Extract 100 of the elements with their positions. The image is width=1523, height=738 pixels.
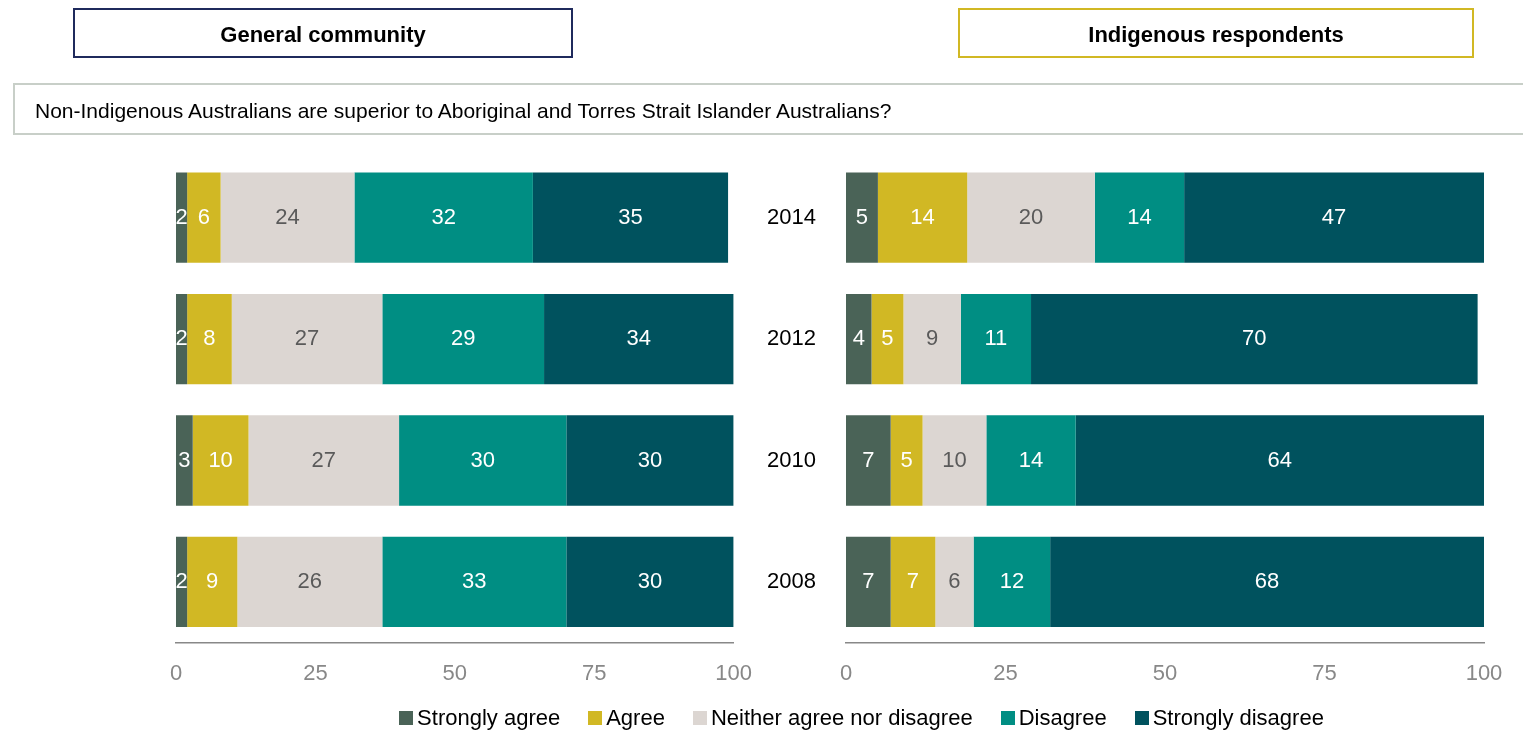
x-tick-label: 75	[1312, 659, 1337, 685]
y-tick-label: 2010	[767, 446, 816, 472]
x-tick-label: 100	[1465, 659, 1503, 685]
data-label: 8	[203, 325, 216, 351]
data-label: 64	[1267, 446, 1293, 472]
data-label: 24	[275, 203, 300, 229]
data-label: 68	[1254, 567, 1280, 593]
bar	[187, 536, 238, 628]
data-label: 27	[294, 325, 320, 351]
data-label: 2	[175, 203, 188, 229]
bar	[566, 536, 734, 628]
chart-title: Indigenous respondents	[958, 8, 1474, 58]
bar	[1075, 415, 1484, 506]
data-label: 5	[855, 203, 869, 229]
bar	[1031, 293, 1478, 385]
x-tick-label: 0	[839, 659, 853, 685]
bar	[248, 415, 400, 506]
bar	[237, 536, 383, 628]
bar	[890, 415, 923, 506]
bar	[1094, 172, 1185, 263]
data-label: 6	[948, 567, 961, 593]
bar	[192, 415, 249, 506]
data-label: 2	[175, 567, 188, 593]
bar	[846, 172, 878, 263]
data-label: 3	[178, 446, 191, 472]
data-label: 11	[984, 325, 1008, 351]
bar	[973, 536, 1051, 628]
data-label: 12	[999, 567, 1025, 593]
x-tick-label: 25	[303, 659, 328, 685]
bar	[903, 293, 961, 385]
bar	[354, 172, 533, 263]
data-label: 29	[450, 325, 476, 351]
y-tick-label: 2008	[767, 567, 816, 593]
chart-title: General community	[73, 8, 573, 58]
data-label: 47	[1321, 203, 1347, 229]
data-label: 34	[626, 325, 652, 351]
data-label: 5	[881, 325, 894, 351]
data-label: 9	[926, 325, 939, 351]
data-label: 14	[1018, 446, 1044, 472]
bar	[187, 172, 221, 263]
x-tick-label: 50	[442, 659, 468, 685]
legend-label: Disagree	[1018, 705, 1107, 731]
bar	[846, 536, 891, 628]
data-label: 26	[297, 567, 323, 593]
bar	[967, 172, 1095, 263]
data-label: 14	[1127, 203, 1152, 229]
bar	[890, 536, 936, 628]
bar	[176, 293, 188, 385]
data-label: 4	[852, 325, 865, 351]
data-label: 20	[1018, 203, 1044, 229]
legend-label: Strongly disagree	[1152, 705, 1324, 731]
bar	[960, 293, 1032, 385]
data-label: 27	[311, 446, 337, 472]
bar	[382, 536, 567, 628]
data-label: 70	[1242, 325, 1267, 351]
bar	[1050, 536, 1484, 628]
data-label: 14	[910, 203, 935, 229]
bar	[986, 415, 1076, 506]
legend-label: Strongly agree	[417, 705, 561, 731]
data-label: 30	[637, 446, 663, 472]
bar	[1184, 172, 1484, 263]
bar	[382, 293, 545, 385]
data-label: 6	[197, 203, 211, 229]
bar	[922, 415, 987, 506]
data-label: 10	[942, 446, 967, 472]
data-label: 2	[175, 325, 188, 351]
data-label: 33	[462, 567, 487, 593]
bar	[846, 415, 891, 506]
data-label: 35	[618, 203, 643, 229]
bar	[231, 293, 383, 385]
data-label: 7	[906, 567, 920, 593]
bar	[877, 172, 968, 263]
bar	[399, 415, 567, 506]
legend-label: Agree	[606, 705, 665, 731]
x-tick-label: 100	[715, 659, 753, 685]
y-tick-label: 2012	[767, 325, 816, 351]
bar	[846, 293, 872, 385]
data-label: 32	[431, 203, 456, 229]
bar	[176, 415, 193, 506]
y-tick-label: 2014	[767, 203, 816, 229]
data-label: 30	[637, 567, 663, 593]
bar	[532, 172, 729, 263]
bar	[566, 415, 734, 506]
x-tick-label: 0	[169, 659, 183, 685]
bar	[935, 536, 974, 628]
x-tick-label: 50	[1152, 659, 1178, 685]
data-label: 7	[862, 446, 875, 472]
legend-label: Neither agree nor disagree	[710, 705, 973, 731]
data-label: 10	[208, 446, 233, 472]
x-tick-label: 75	[581, 659, 607, 685]
data-label: 5	[900, 446, 913, 472]
data-label: 9	[206, 567, 219, 593]
bar	[544, 293, 734, 385]
bar	[220, 172, 355, 263]
chart-subtitle: Non-Indigenous Australians are superior to Aboriginal and Torres Strait Islander Australians?	[13, 83, 1523, 135]
x-tick-label: 25	[993, 659, 1018, 685]
bar	[871, 293, 904, 385]
bar	[187, 293, 232, 385]
data-label: 7	[862, 567, 875, 593]
data-label: 30	[470, 446, 495, 472]
